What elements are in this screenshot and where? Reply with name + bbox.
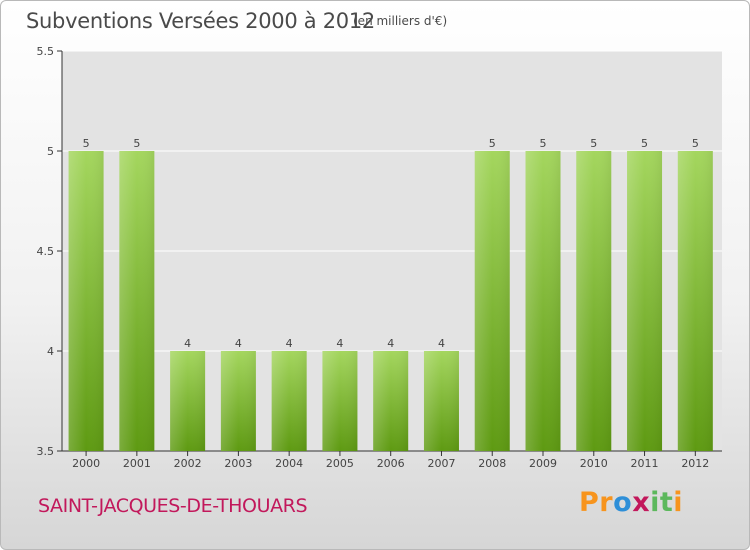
x-tick-label: 2007 (427, 457, 455, 470)
data-label: 5 (133, 137, 140, 150)
data-label: 5 (590, 137, 597, 150)
bar-shading (423, 351, 459, 451)
x-tick-label: 2002 (174, 457, 202, 470)
data-label: 4 (336, 337, 343, 350)
bar-shading (677, 151, 713, 451)
bar-shading (119, 151, 155, 451)
logo-letter: i (673, 487, 684, 518)
commune-name: SAINT-JACQUES-DE-THOUARS (38, 495, 308, 517)
data-label: 4 (286, 337, 293, 350)
x-tick-label: 2012 (681, 457, 709, 470)
bar-shading (576, 151, 612, 451)
bar-shading (220, 351, 256, 451)
data-label: 5 (641, 137, 648, 150)
logo-letter: o (613, 487, 633, 518)
y-tick-label: 4.5 (37, 245, 55, 258)
x-tick-label: 2006 (377, 457, 405, 470)
data-label: 5 (489, 137, 496, 150)
data-label: 5 (83, 137, 90, 150)
bar-shading (170, 351, 206, 451)
x-tick-label: 2001 (123, 457, 151, 470)
bar-shading (373, 351, 409, 451)
logo-letter: P (579, 487, 600, 518)
y-tick-label: 3.5 (37, 445, 55, 458)
data-label: 5 (540, 137, 547, 150)
proxiti-logo[interactable]: Proxiti (579, 487, 683, 518)
data-label: 4 (387, 337, 394, 350)
x-tick-label: 2000 (72, 457, 100, 470)
data-label: 5 (692, 137, 699, 150)
chart-title: Subventions Versées 2000 à 2012 (26, 9, 375, 33)
bar-shading (627, 151, 663, 451)
logo-letter: r (599, 487, 614, 518)
data-label: 4 (235, 337, 242, 350)
y-tick-label: 5 (47, 145, 54, 158)
x-tick-label: 2008 (478, 457, 506, 470)
x-tick-label: 2004 (275, 457, 303, 470)
bar-shading (271, 351, 307, 451)
chart-unit: (en milliers d'€) (353, 14, 448, 28)
x-tick-label: 2010 (580, 457, 608, 470)
bar-shading (68, 151, 104, 451)
x-tick-label: 2003 (224, 457, 252, 470)
y-tick-label: 4 (47, 345, 54, 358)
x-tick-label: 2009 (529, 457, 557, 470)
bar-shading (525, 151, 561, 451)
x-tick-label: 2011 (631, 457, 659, 470)
bar-shading (474, 151, 510, 451)
logo-letter: x (632, 487, 651, 518)
bar-shading (322, 351, 358, 451)
data-label: 4 (184, 337, 191, 350)
data-label: 4 (438, 337, 445, 350)
logo-letter: t (659, 487, 674, 518)
x-tick-label: 2005 (326, 457, 354, 470)
logo-letter: i (650, 487, 660, 518)
y-tick-label: 5.5 (37, 45, 55, 58)
